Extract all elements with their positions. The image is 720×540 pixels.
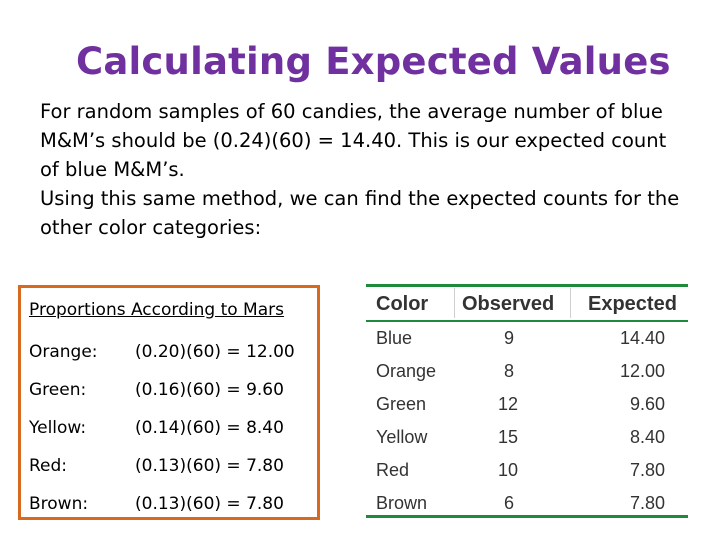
cell-observed: 10	[498, 460, 519, 480]
header-expected: Expected	[588, 293, 677, 315]
body-text: For random samples of 60 candies, the av…	[40, 97, 690, 242]
table-divider	[454, 288, 455, 318]
proportions-heading: Proportions According to Mars	[29, 300, 284, 320]
cell-observed: 8	[504, 361, 515, 381]
slide-title: Calculating Expected Values	[76, 40, 671, 83]
table-bottom-rule	[366, 515, 688, 518]
cell-color: Blue	[376, 328, 413, 348]
cell-observed: 6	[504, 493, 515, 513]
proportion-calc: (0.20)(60) = 12.00	[135, 342, 295, 362]
cell-expected: 7.80	[630, 460, 666, 480]
proportion-calc: (0.13)(60) = 7.80	[135, 494, 284, 514]
proportion-calc: (0.13)(60) = 7.80	[135, 456, 284, 476]
proportion-calc: (0.14)(60) = 8.40	[135, 418, 284, 438]
cell-color: Yellow	[376, 427, 428, 447]
proportion-calc: (0.16)(60) = 9.60	[135, 380, 284, 400]
cell-color: Brown	[376, 493, 428, 513]
cell-expected: 14.40	[620, 328, 666, 348]
cell-observed: 12	[498, 394, 519, 414]
cell-color: Orange	[376, 361, 437, 381]
table-divider	[570, 288, 571, 318]
cell-expected: 9.60	[630, 394, 666, 414]
cell-color: Green	[376, 394, 427, 414]
paragraph-intro: For random samples of 60 candies, the av…	[40, 100, 667, 181]
table-header-rule	[366, 320, 688, 322]
proportion-color: Yellow:	[29, 418, 87, 438]
proportion-color: Brown:	[29, 494, 89, 514]
cell-expected: 12.00	[620, 361, 666, 381]
proportions-box: Proportions According to Mars Orange: (0…	[18, 285, 320, 520]
paragraph-method: Using this same method, we can find the …	[40, 187, 680, 239]
cell-expected: 8.40	[630, 427, 666, 447]
table-top-rule	[366, 284, 688, 287]
cell-observed: 9	[504, 328, 515, 348]
proportion-color: Orange:	[29, 342, 98, 362]
header-color: Color	[376, 293, 429, 315]
observed-expected-table: Color Observed Expected Blue 9 14.40 Ora…	[366, 284, 688, 518]
proportion-color: Red:	[29, 456, 68, 476]
header-observed: Observed	[462, 293, 555, 315]
cell-color: Red	[376, 460, 410, 480]
cell-expected: 7.80	[630, 493, 666, 513]
proportion-color: Green:	[29, 380, 87, 400]
cell-observed: 15	[498, 427, 519, 447]
